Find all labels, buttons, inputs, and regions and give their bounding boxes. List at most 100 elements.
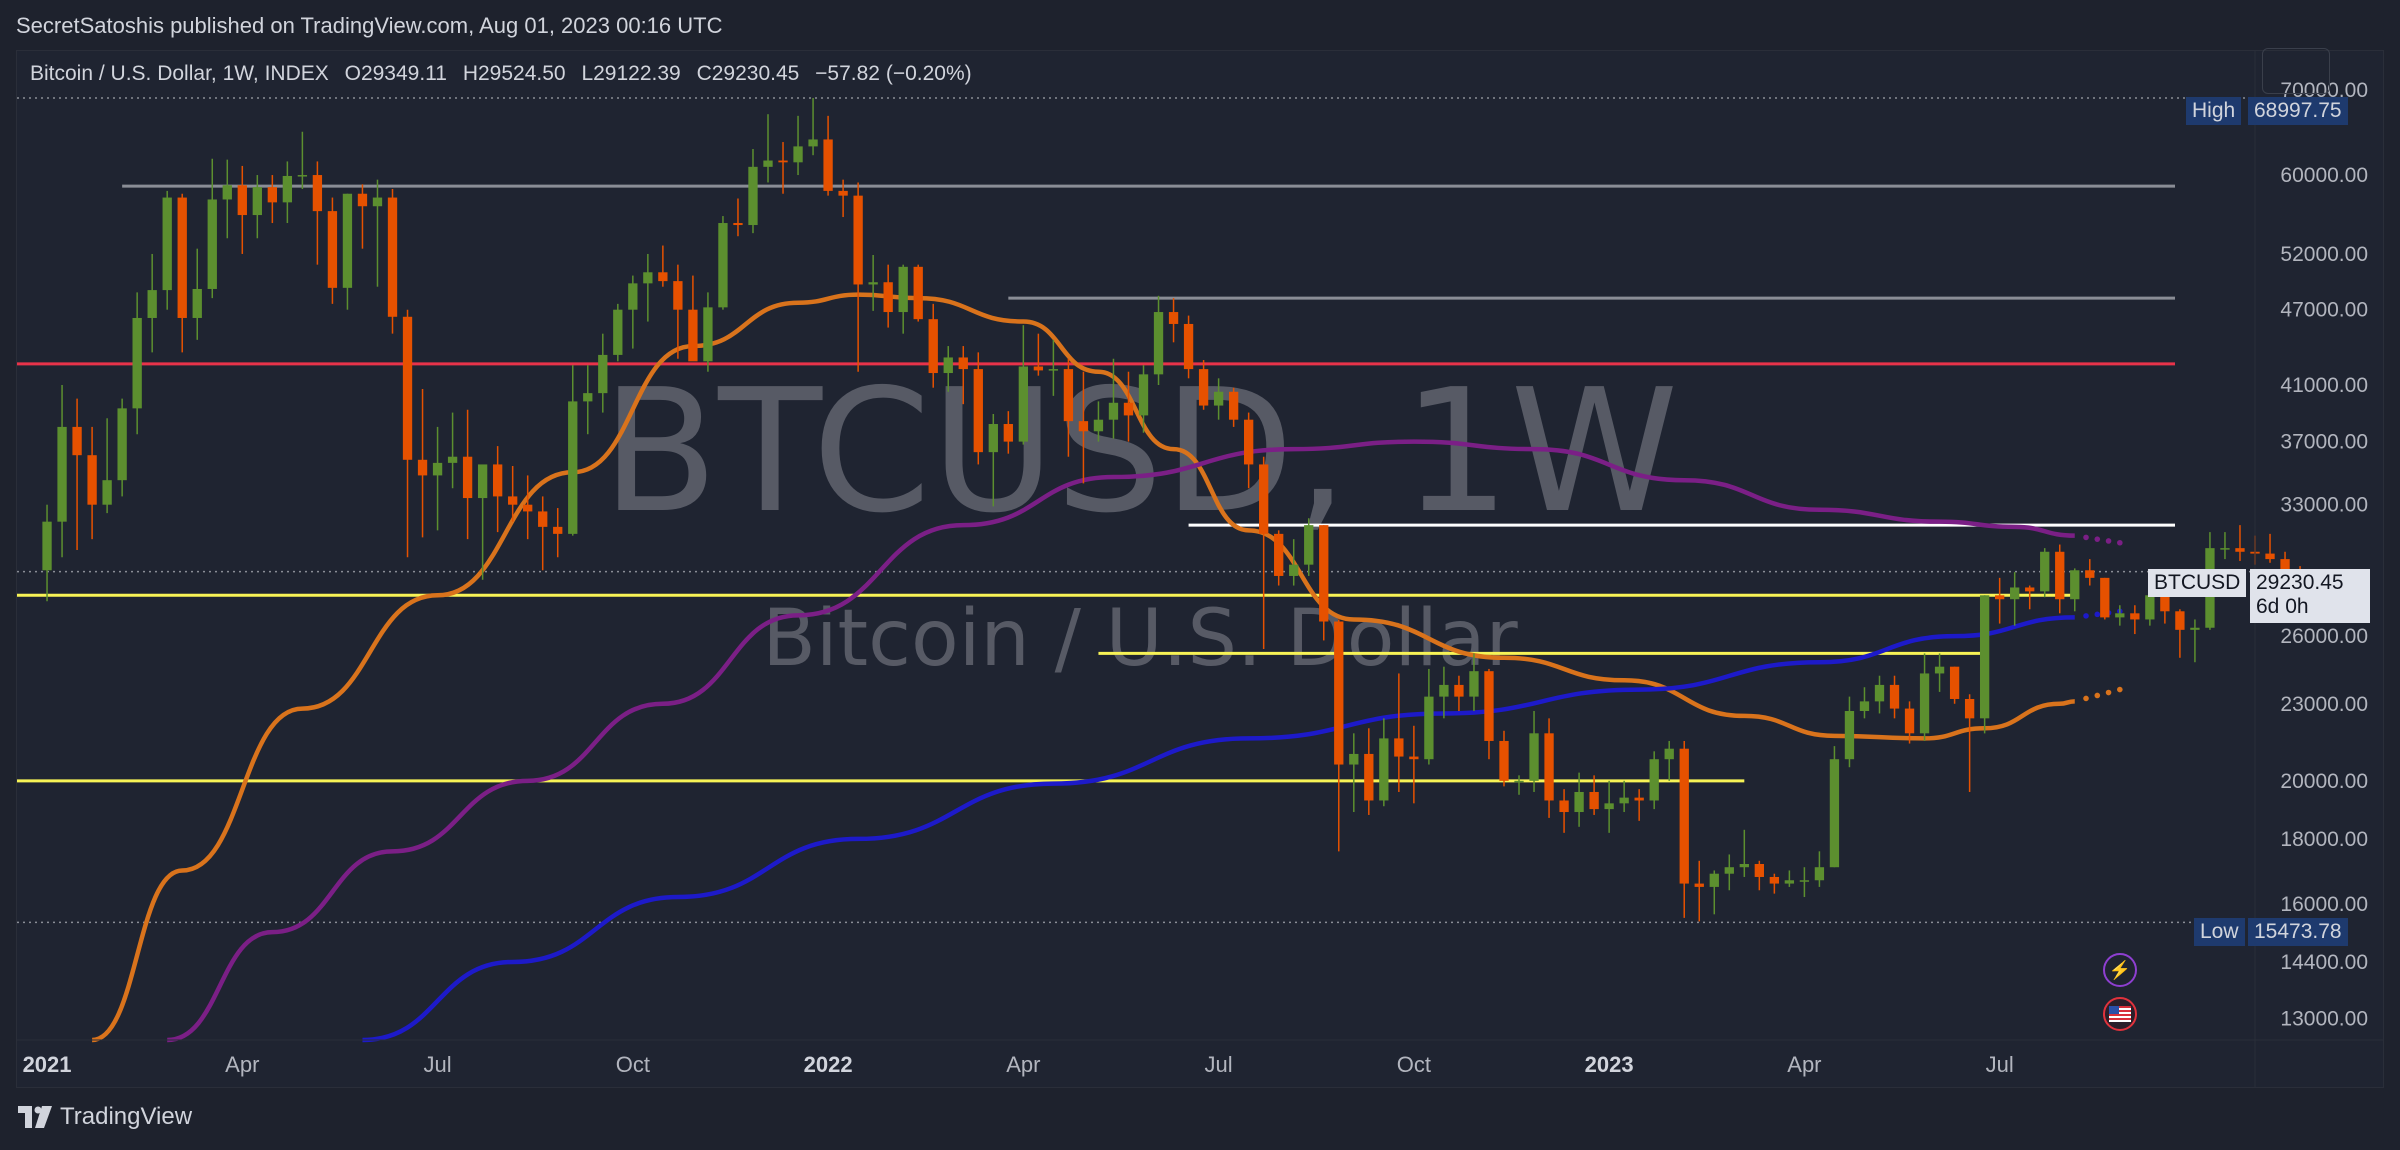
candle-down [823, 139, 833, 191]
candle-down [1499, 740, 1509, 781]
candle-down [417, 459, 428, 476]
candle-up [207, 199, 217, 289]
candle-up [1619, 797, 1629, 804]
low-value: L29122.39 [581, 62, 681, 85]
time-tick-label: Jul [1205, 1052, 1233, 1077]
candle-up [2070, 570, 2080, 600]
price-tick-label: 47000.00 [2280, 299, 2368, 322]
price-tick-label: 16000.00 [2280, 893, 2368, 916]
chart-area[interactable] [16, 50, 2384, 1088]
candle-down [87, 455, 97, 505]
candle-down [2100, 577, 2110, 618]
candle-up [1213, 391, 1224, 406]
time-tick-label: Apr [1787, 1052, 1821, 1077]
candle-up [1018, 366, 1029, 442]
candle-down [2025, 587, 2035, 592]
candle-down [1243, 419, 1254, 465]
candle-down [2280, 559, 2290, 571]
price-tick-label: 14400.00 [2280, 951, 2368, 974]
btcusd-chart[interactable]: BTCUSD, 1W Bitcoin / U.S. Dollar 70000.0… [0, 0, 2400, 1090]
candle-up [1048, 369, 1059, 371]
candle-up [1799, 880, 1810, 882]
candle-down [553, 526, 563, 534]
time-tick-label: 2021 [23, 1052, 72, 1077]
footer-brand: TradingView [60, 1103, 193, 1130]
candle-down [1003, 424, 1013, 442]
projection-dot [2105, 538, 2112, 544]
projection-dot [2083, 695, 2089, 702]
tradingview-logo[interactable]: TradingView [18, 1103, 192, 1131]
candle-down [1559, 800, 1569, 813]
published-info: SecretSatoshis published on TradingView.… [16, 13, 723, 38]
candle-up [598, 354, 608, 394]
candle-up [898, 266, 908, 313]
candle-down [462, 456, 473, 499]
candle-down [237, 185, 247, 216]
candle-down [883, 282, 893, 313]
candle-up [1814, 867, 1825, 881]
candle-down [1694, 883, 1704, 887]
time-tick-label: Apr [225, 1052, 259, 1077]
candle-up [1739, 863, 1749, 868]
candle-up [763, 160, 773, 167]
candle-down [538, 511, 548, 527]
candle-down [1995, 595, 2005, 600]
candle-up [1108, 402, 1119, 420]
candle-down [523, 504, 533, 512]
projection-dot [2117, 686, 2123, 693]
candle-down [2055, 551, 2065, 600]
footer [0, 1090, 2400, 1150]
price-tick-label: 20000.00 [2280, 770, 2368, 793]
candle-down [402, 316, 413, 460]
change-value: −57.82 (−0.20%) [815, 62, 972, 85]
price-tick-label: 41000.00 [2280, 374, 2368, 397]
price-tick-label: 13000.00 [2280, 1007, 2368, 1030]
last-price-tag: 29230.45 6d 0h [2250, 569, 2370, 623]
projection-dot [2105, 689, 2112, 696]
candle-down [1454, 684, 1464, 697]
price-tick-label: 60000.00 [2280, 164, 2368, 187]
candle-up [1919, 673, 1930, 734]
price-tick-label: 26000.00 [2280, 625, 2368, 648]
candle-up [2115, 613, 2125, 618]
time-tick-label: Jul [424, 1052, 452, 1077]
candle-down [1078, 421, 1089, 432]
projection-dot [2083, 613, 2089, 619]
high-value-tag: 68997.75 [2248, 97, 2348, 125]
candle-down [1259, 464, 1269, 534]
candles [42, 97, 2305, 922]
candle-down [1198, 369, 1209, 406]
low-label-tag: Low [2194, 918, 2245, 946]
symbol-description: Bitcoin / U.S. Dollar, 1W, INDEX [30, 62, 329, 85]
price-tick-label: 18000.00 [2280, 828, 2368, 851]
lightning-icon[interactable]: ⚡ [2103, 953, 2137, 987]
open-value: O29349.11 [344, 62, 447, 85]
candle-up [568, 401, 578, 534]
candle-down [1544, 733, 1554, 801]
candle-down [1394, 738, 1404, 757]
candle-down [2130, 613, 2140, 620]
candle-down [1889, 684, 1900, 709]
bar-countdown: 6d 0h [2256, 595, 2309, 618]
price-scale-settings[interactable] [2262, 48, 2330, 94]
candle-down [1409, 756, 1419, 760]
candle-down [928, 319, 938, 374]
candle-up [447, 456, 458, 463]
price-tick-label: 52000.00 [2280, 243, 2368, 266]
candle-up [1529, 733, 1539, 781]
projection-dot [2083, 534, 2089, 541]
moving-average-orange [91, 292, 2075, 1043]
candle-up [42, 521, 52, 571]
time-tick-label: Jul [1986, 1052, 2014, 1077]
ohlc-legend: Bitcoin / U.S. Dollar, 1W, INDEX O29349.… [30, 62, 982, 86]
candle-down [72, 426, 82, 456]
candle-down [1334, 621, 1344, 765]
candle-up [1649, 759, 1659, 801]
candle-down [688, 309, 698, 362]
tradingview-logo-icon [18, 1106, 52, 1128]
time-tick-label: Oct [1397, 1052, 1431, 1077]
candle-up [808, 139, 818, 147]
candle-up [943, 357, 953, 374]
candle-down [1589, 791, 1599, 810]
us-flag-icon[interactable] [2103, 997, 2137, 1031]
